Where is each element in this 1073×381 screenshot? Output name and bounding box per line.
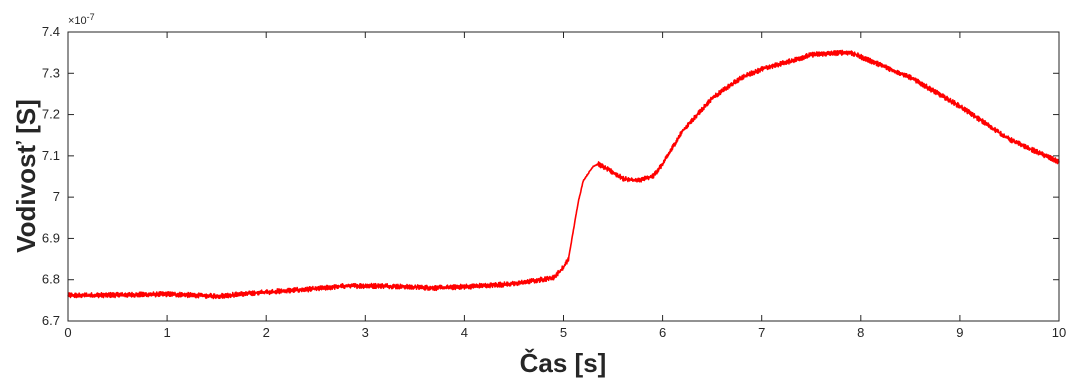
y-tick-label: 6.8 [42,272,60,287]
x-tick-label: 3 [362,325,369,340]
x-tick-label: 1 [163,325,170,340]
x-tick-label: 10 [1052,325,1066,340]
x-tick-label: 6 [659,325,666,340]
y-tick-label: 6.7 [42,313,60,328]
y-tick-label: 7.2 [42,107,60,122]
x-tick-labels: 0 1 2 3 4 5 6 7 8 9 10 [64,325,1066,340]
x-tick-label: 7 [758,325,765,340]
data-layer [67,49,1060,300]
y-multiplier-label: ×10-7 [68,12,95,27]
y-axis-title: Vodivosť [S] [11,99,41,253]
y-tick-label: 7.4 [42,24,60,39]
x-tick-label: 5 [560,325,567,340]
y-tick-label: 7.3 [42,65,60,80]
x-tick-label: 8 [857,325,864,340]
x-tick-label: 0 [64,325,71,340]
plot-area [67,31,1060,322]
x-tick-label: 4 [461,325,468,340]
y-tick-label: 7.1 [42,148,60,163]
x-tick-label: 9 [956,325,963,340]
y-tick-label: 7 [53,189,60,204]
series-line [67,49,1060,300]
ticks-layer [67,31,1060,322]
y-tick-label: 6.9 [42,230,60,245]
x-tick-label: 2 [263,325,270,340]
y-tick-labels: 6.7 6.8 6.9 7 7.1 7.2 7.3 7.4 [42,24,60,328]
x-axis-title: Čas [s] [520,348,607,378]
